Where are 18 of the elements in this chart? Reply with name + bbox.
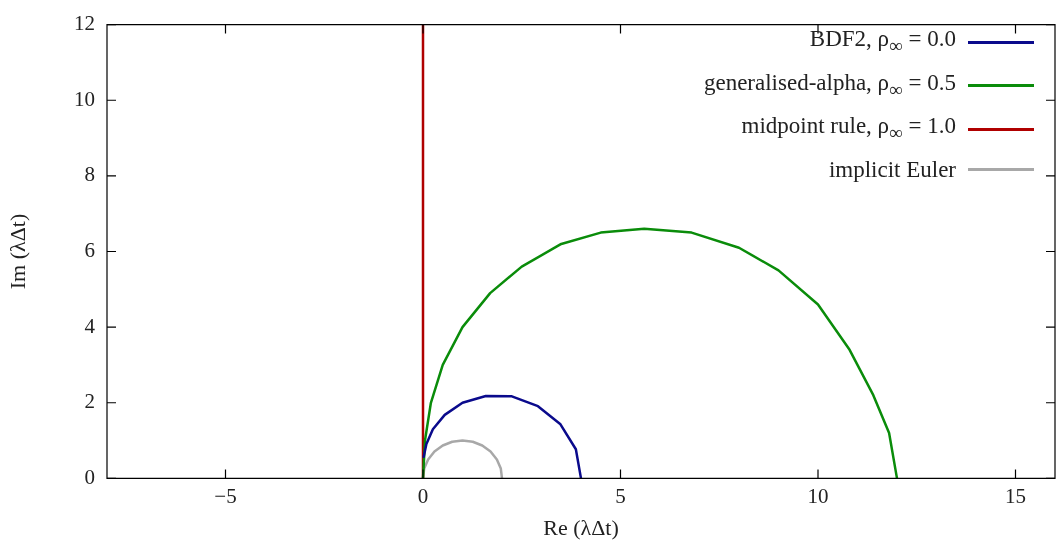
legend-label: midpoint rule, ρ$_{∞}$ = 1.0 <box>741 112 956 145</box>
y-axis-title: Im (λΔt) <box>4 213 30 290</box>
y-tick-label: 4 <box>84 313 96 338</box>
legend-label: BDF2, ρ$_{∞}$ = 0.0 <box>809 25 956 58</box>
y-tick-label: 0 <box>84 464 95 489</box>
x-axis-title: Re (λΔt) <box>543 514 619 540</box>
legend-label: implicit Euler <box>828 155 956 184</box>
y-tick-label: 8 <box>84 162 95 187</box>
x-tick-label: 0 <box>417 483 429 508</box>
x-tick-label: 5 <box>615 483 626 508</box>
legend-label: generalised-alpha, ρ$_{∞}$ = 0.5 <box>703 68 956 102</box>
x-tick-label: −5 <box>214 483 237 508</box>
y-tick-label: 6 <box>84 238 95 263</box>
x-tick-label: 15 <box>1005 483 1026 508</box>
y-tick-label: 2 <box>84 389 95 414</box>
y-tick-label: 10 <box>74 86 95 111</box>
y-tick-label: 12 <box>74 11 95 36</box>
x-tick-label: 10 <box>807 483 829 508</box>
